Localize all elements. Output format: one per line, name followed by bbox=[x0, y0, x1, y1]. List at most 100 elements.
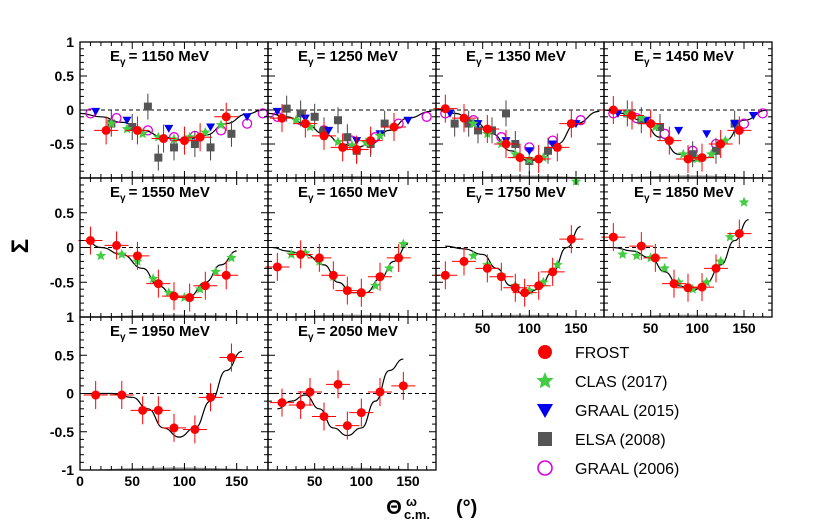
panel-title: Eγ = 1250 MeV bbox=[298, 48, 398, 68]
x-tick-label: 150 bbox=[564, 320, 588, 336]
frost-point bbox=[270, 388, 294, 417]
clas-point bbox=[468, 250, 479, 261]
x-tick-label: 100 bbox=[350, 473, 374, 489]
panel-title-sub: γ bbox=[644, 193, 650, 204]
panel-title-energy: = 1750 MeV bbox=[485, 184, 566, 201]
legend-item: GRAAL (2015) bbox=[537, 403, 679, 420]
frost-point bbox=[219, 343, 244, 372]
panel-5: Eγ = 1550 MeV bbox=[78, 177, 269, 318]
clas-point bbox=[384, 262, 395, 273]
graal2015-point bbox=[403, 116, 413, 125]
frost-point bbox=[727, 116, 752, 145]
elsa-point bbox=[334, 107, 342, 134]
axes-group: 10.50-0.50.50-0.510.50-0.5-10 50 100 150 50 1… bbox=[50, 34, 756, 489]
elsa-point bbox=[544, 137, 552, 164]
elsa-point bbox=[656, 114, 664, 140]
panel-title-label: E bbox=[298, 323, 308, 340]
frost-point bbox=[433, 94, 458, 123]
frost-point bbox=[526, 271, 551, 300]
frost-point bbox=[335, 411, 360, 440]
x-tick-label: 50 bbox=[475, 320, 491, 336]
panel-title: Eγ = 1550 MeV bbox=[110, 184, 210, 204]
elsa-point bbox=[343, 124, 352, 151]
x-tick-label: 0 bbox=[76, 473, 84, 489]
frost-point bbox=[162, 413, 186, 442]
x-axis-label-main: Θ bbox=[386, 497, 402, 519]
panel-title-label: E bbox=[110, 323, 120, 340]
frost-point bbox=[83, 381, 108, 410]
panel-title-energy: = 2050 MeV bbox=[317, 323, 398, 340]
legend-marker bbox=[536, 372, 554, 389]
clas-point bbox=[121, 123, 133, 134]
y-tick-label: 0 bbox=[66, 386, 74, 402]
frost-point bbox=[162, 282, 186, 311]
graal2015-point bbox=[702, 130, 712, 139]
panel-6: Eγ = 1650 MeV bbox=[265, 177, 437, 318]
frost-point bbox=[368, 262, 392, 291]
frost-point bbox=[559, 225, 584, 254]
panel-title-energy: = 1650 MeV bbox=[317, 184, 398, 201]
x-tick-label: 50 bbox=[643, 320, 659, 336]
elsa-point bbox=[688, 141, 697, 168]
frost-point bbox=[349, 278, 374, 307]
frost-point bbox=[146, 396, 171, 425]
panel-title-sub: γ bbox=[308, 193, 314, 204]
elsa-point bbox=[712, 137, 720, 164]
y-tick-label: 0.5 bbox=[55, 347, 75, 363]
clas-point bbox=[304, 121, 316, 132]
frost-point bbox=[265, 252, 290, 281]
clas-point bbox=[636, 112, 647, 123]
panel-title-label: E bbox=[298, 48, 308, 65]
clas-point bbox=[370, 280, 381, 291]
graal2015-point bbox=[548, 140, 558, 149]
frost-point bbox=[307, 243, 332, 272]
legend-item: ELSA (2008) bbox=[538, 432, 666, 449]
panels-group: Eγ = 1150 MeV Eγ = 1250 MeV Eγ = 1350 MeV Eγ = … bbox=[78, 41, 773, 471]
x-tick-label: 150 bbox=[732, 320, 756, 336]
x-axis-label-sup: ω bbox=[406, 494, 417, 509]
panel-8: Eγ = 1850 MeV bbox=[601, 177, 773, 318]
model-curve bbox=[277, 358, 404, 437]
y-tick-label: 0 bbox=[66, 102, 74, 118]
panel-title: Eγ = 1650 MeV bbox=[298, 184, 398, 204]
legend-marker bbox=[537, 460, 553, 476]
frost-point bbox=[312, 402, 336, 431]
frost-point bbox=[704, 254, 728, 283]
x-tick-label: 50 bbox=[307, 473, 323, 489]
frost-point bbox=[475, 115, 500, 144]
frost-point bbox=[326, 370, 350, 399]
frost-point bbox=[489, 262, 514, 291]
frost-point bbox=[293, 109, 318, 138]
legend-label: FROST bbox=[575, 345, 629, 362]
clas-point bbox=[194, 283, 206, 294]
frost-point bbox=[690, 143, 714, 172]
panel-title-label: E bbox=[110, 48, 120, 65]
elsa-point bbox=[296, 100, 305, 127]
clas-point bbox=[631, 250, 642, 261]
clas-point bbox=[360, 137, 372, 148]
panel-title-sub: γ bbox=[644, 57, 650, 68]
clas-point bbox=[95, 250, 107, 261]
frost-point bbox=[193, 271, 218, 300]
frost-point bbox=[182, 415, 207, 444]
panel-title: Eγ = 1450 MeV bbox=[634, 48, 734, 68]
elsa-point bbox=[488, 117, 496, 144]
panel-title: Eγ = 1150 MeV bbox=[110, 48, 209, 68]
clas-point bbox=[374, 130, 386, 141]
legend-group: FROST CLAS (2017) GRAAL (2015) ELSA (2008) G… bbox=[536, 345, 679, 478]
panel-title-energy: = 1150 MeV bbox=[129, 48, 209, 65]
legend-item: FROST bbox=[538, 345, 629, 362]
panel-title: Eγ = 1350 MeV bbox=[466, 48, 566, 68]
panel-7: Eγ = 1750 MeV bbox=[433, 176, 605, 318]
frost-point bbox=[198, 383, 223, 412]
legend-label: CLAS (2017) bbox=[575, 374, 668, 391]
panel-title-label: E bbox=[110, 184, 120, 201]
frost-point bbox=[335, 276, 360, 305]
frost-point bbox=[512, 278, 537, 307]
panel-title-sub: γ bbox=[476, 57, 482, 68]
x-tick-label: 100 bbox=[173, 473, 197, 489]
elsa-point bbox=[450, 110, 459, 137]
graal2015-point bbox=[748, 111, 758, 120]
graal2015-point bbox=[524, 147, 534, 156]
